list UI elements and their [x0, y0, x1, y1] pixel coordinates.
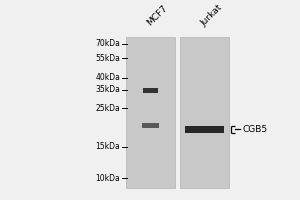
Bar	[180, 37, 229, 188]
Text: Jurkat: Jurkat	[199, 3, 224, 28]
Text: 25kDa: 25kDa	[95, 104, 120, 113]
Text: 15kDa: 15kDa	[95, 142, 120, 151]
Text: MCF7: MCF7	[145, 4, 169, 28]
Text: 10kDa: 10kDa	[95, 174, 120, 183]
Text: 35kDa: 35kDa	[95, 85, 120, 94]
Bar	[126, 37, 176, 188]
Text: 55kDa: 55kDa	[95, 54, 120, 63]
Text: 40kDa: 40kDa	[95, 73, 120, 82]
Bar	[185, 126, 224, 133]
Bar	[142, 123, 159, 128]
Text: 70kDa: 70kDa	[95, 39, 120, 48]
Text: CGB5: CGB5	[243, 125, 268, 134]
Bar	[143, 88, 158, 93]
